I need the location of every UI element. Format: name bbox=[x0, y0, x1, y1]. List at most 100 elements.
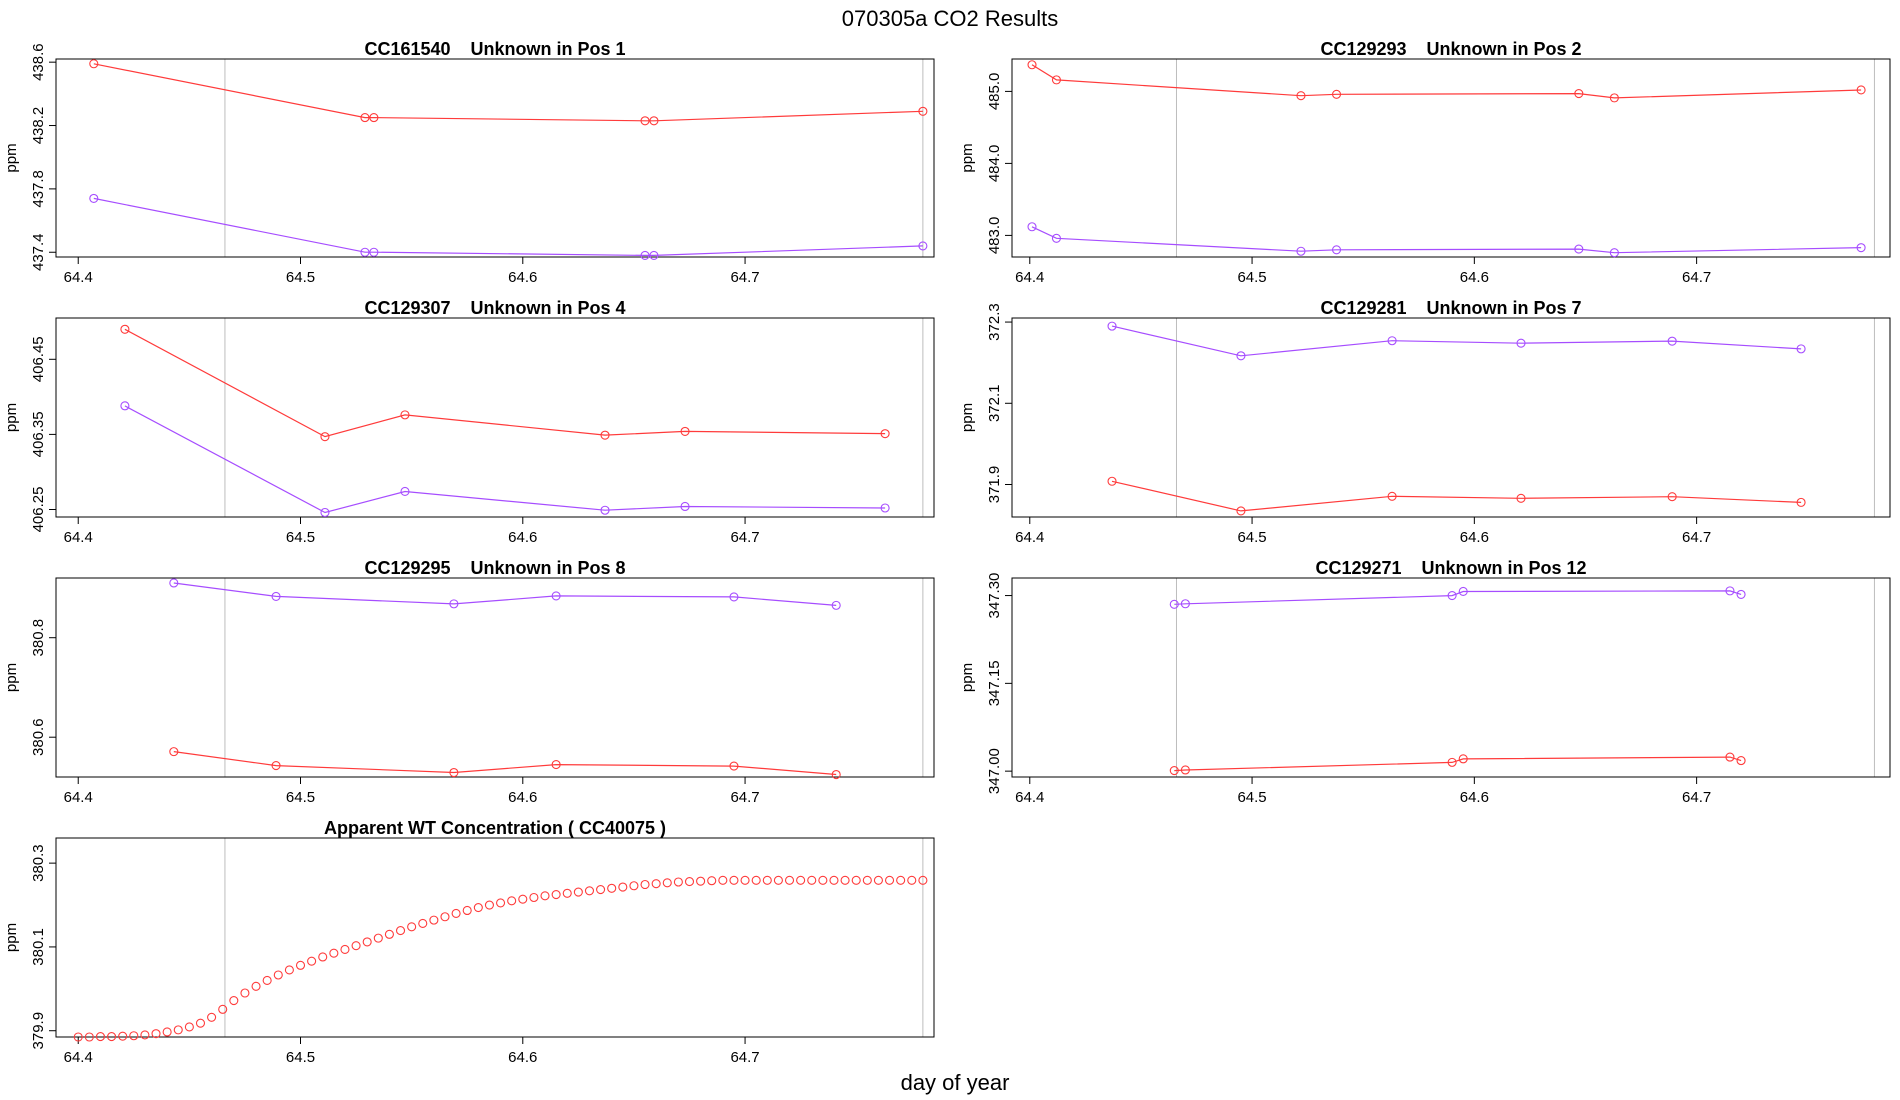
panel-6-series-1-point-6 bbox=[1736, 756, 1746, 766]
panel-2: CC129293 Unknown in Pos 2 ppm 64.4 64.5 64.6… bbox=[959, 39, 1891, 286]
panel-7-series-1-point-10 bbox=[173, 1025, 183, 1035]
panel-1-series-1-point-1 bbox=[89, 59, 99, 69]
panel-5-series-2-point-6 bbox=[831, 600, 841, 610]
panel-2-series-2 bbox=[1027, 222, 1866, 258]
panel-7-series-1-point-7 bbox=[140, 1030, 150, 1040]
panel-7-series-1-point-12 bbox=[195, 1018, 206, 1028]
panel-4-xtick-label-3: 64.6 bbox=[1460, 529, 1489, 546]
panel-3-xtick-label-4: 64.7 bbox=[730, 529, 759, 546]
panel-7-series-1-point-59 bbox=[718, 875, 728, 885]
panel-5-series-2-point-5 bbox=[729, 592, 739, 602]
panel-7-series-1-point-33 bbox=[429, 915, 439, 925]
panel-1-series-1-point-3 bbox=[369, 113, 379, 123]
panel-7-series-1-point-49 bbox=[607, 883, 617, 893]
panel-7-series-1-point-31 bbox=[407, 922, 417, 932]
panel-3-series-1-point-3 bbox=[400, 410, 410, 420]
panel-7-series-1-point-47 bbox=[584, 886, 595, 896]
panel-6-series-2-point-1 bbox=[1169, 599, 1179, 609]
panel-7-series-1-point-41 bbox=[518, 894, 528, 904]
panel-7-series-1-point-4 bbox=[107, 1032, 117, 1042]
panel-7-series-1-point-67 bbox=[807, 875, 817, 885]
panel-3-ytick-label-2: 406.35 bbox=[30, 411, 47, 457]
panel-7-series-1-point-34 bbox=[440, 912, 450, 922]
panel-7-ytick-label-1: 379.9 bbox=[30, 1012, 47, 1050]
panel-3-title: CC129307 Unknown in Pos 4 bbox=[364, 298, 625, 318]
panel-2-frame bbox=[1011, 58, 1891, 258]
panel-2-series-1-point-3 bbox=[1296, 91, 1306, 101]
panel-3-xtick-label-2: 64.5 bbox=[286, 529, 315, 546]
panel-7-xtick-label-2: 64.5 bbox=[286, 1049, 315, 1066]
panel-7-series-1-point-11 bbox=[184, 1022, 194, 1032]
panel-2-xtick-label-3: 64.6 bbox=[1460, 269, 1489, 286]
panel-7-series-1-point-20 bbox=[284, 965, 294, 975]
panel-4-series-2 bbox=[1107, 321, 1806, 361]
panel-6-series-2-point-4 bbox=[1458, 586, 1468, 597]
panel-3-ytick-label-1: 406.25 bbox=[30, 487, 47, 533]
panel-5-series-1-point-6 bbox=[831, 769, 841, 780]
panel-7-series-1-point-40 bbox=[507, 896, 517, 906]
panel-1-series-2-point-3 bbox=[369, 247, 379, 257]
panel-3-series-1-line bbox=[124, 328, 886, 438]
panel-6-series-2-point-2 bbox=[1180, 599, 1190, 609]
panel-7-series-1-point-73 bbox=[873, 875, 883, 885]
panel-7-series-1-point-64 bbox=[773, 875, 783, 885]
panel-7-series-1-point-51 bbox=[629, 881, 639, 891]
panel-3-xtick-label-3: 64.6 bbox=[508, 529, 537, 546]
figure-title: 070305a CO2 Results bbox=[842, 6, 1058, 31]
panel-6-series-1-point-1 bbox=[1169, 766, 1179, 776]
panel-7-series-1-point-29 bbox=[384, 929, 394, 939]
panel-3-series-2-point-2 bbox=[320, 507, 330, 518]
panel-5-frame bbox=[55, 577, 935, 778]
panel-5-series-2-point-3 bbox=[449, 599, 459, 609]
panel-5-ytick-label-1: 380.6 bbox=[30, 718, 47, 756]
panel-2-series-2-point-6 bbox=[1609, 248, 1619, 258]
panel-2-series-2-point-7 bbox=[1856, 243, 1866, 253]
panel-7-series-1-point-5 bbox=[118, 1031, 128, 1041]
panel-2-ytick-label-1: 483.0 bbox=[986, 217, 1003, 255]
panel-7-series-1-point-60 bbox=[729, 875, 739, 885]
panel-4-xtick-label-1: 64.4 bbox=[1015, 529, 1044, 546]
panel-4-ylabel: ppm bbox=[959, 403, 976, 432]
panel-6-title: CC129271 Unknown in Pos 12 bbox=[1315, 558, 1586, 578]
panel-7-series-1-point-70 bbox=[840, 875, 850, 885]
panel-6-series-1-line bbox=[1174, 756, 1742, 772]
panel-2-series-2-point-3 bbox=[1296, 246, 1306, 256]
panel-5-ylabel: ppm bbox=[3, 663, 20, 692]
panel-7-series-1-point-61 bbox=[740, 875, 750, 885]
panel-7-title: Apparent WT Concentration ( CC40075 ) bbox=[324, 818, 666, 838]
panel-7-series-1-point-3 bbox=[95, 1032, 106, 1042]
panel-5-series-2 bbox=[169, 578, 841, 610]
panel-1-series-2-point-5 bbox=[649, 250, 659, 260]
panel-2-series-1-point-1 bbox=[1027, 60, 1037, 70]
panel-4-series-1 bbox=[1107, 476, 1806, 516]
panel-6-frame bbox=[1011, 577, 1891, 778]
panel-4-series-1-point-4 bbox=[1516, 493, 1526, 503]
panel-1-frame bbox=[55, 58, 935, 258]
panel-5-series-2-point-1 bbox=[169, 578, 179, 588]
panel-7-series-1-point-26 bbox=[351, 941, 361, 951]
panel-1-series-2-point-4 bbox=[640, 250, 650, 260]
panel-5-series-1-line bbox=[173, 751, 837, 776]
panel-1-xtick-label-4: 64.7 bbox=[730, 269, 759, 286]
panel-1-series-1-line bbox=[93, 63, 923, 122]
panel-5-series-1-point-4 bbox=[551, 760, 561, 770]
panel-4-ytick-label-2: 372.1 bbox=[986, 385, 1003, 423]
panel-4-series-1-line bbox=[1111, 480, 1802, 512]
panel-3-frame bbox=[55, 317, 935, 518]
panel-2-series-1-point-5 bbox=[1574, 89, 1584, 99]
panel-2-series-2-point-2 bbox=[1051, 233, 1062, 243]
panel-6-ytick-label-1: 347.00 bbox=[986, 748, 1003, 794]
panel-3-series-2-point-1 bbox=[120, 401, 130, 411]
panel-7-series-1-point-76 bbox=[907, 875, 917, 885]
panel-7-series-1-point-63 bbox=[762, 875, 772, 885]
panel-6-xtick-label-4: 64.7 bbox=[1682, 789, 1711, 806]
panel-4-title: CC129281 Unknown in Pos 7 bbox=[1320, 298, 1581, 318]
panel-1-ylabel: ppm bbox=[3, 143, 20, 172]
panel-7-series-1-point-15 bbox=[229, 996, 239, 1006]
panel-5-series-1-point-3 bbox=[449, 767, 459, 778]
panel-4-series-2-point-6 bbox=[1796, 344, 1806, 354]
panel-6-xtick-label-2: 64.5 bbox=[1237, 789, 1266, 806]
panel-6-xtick-label-1: 64.4 bbox=[1015, 789, 1044, 806]
panel-7-series-1-point-16 bbox=[240, 988, 250, 998]
panel-5-series-2-point-2 bbox=[271, 591, 281, 601]
